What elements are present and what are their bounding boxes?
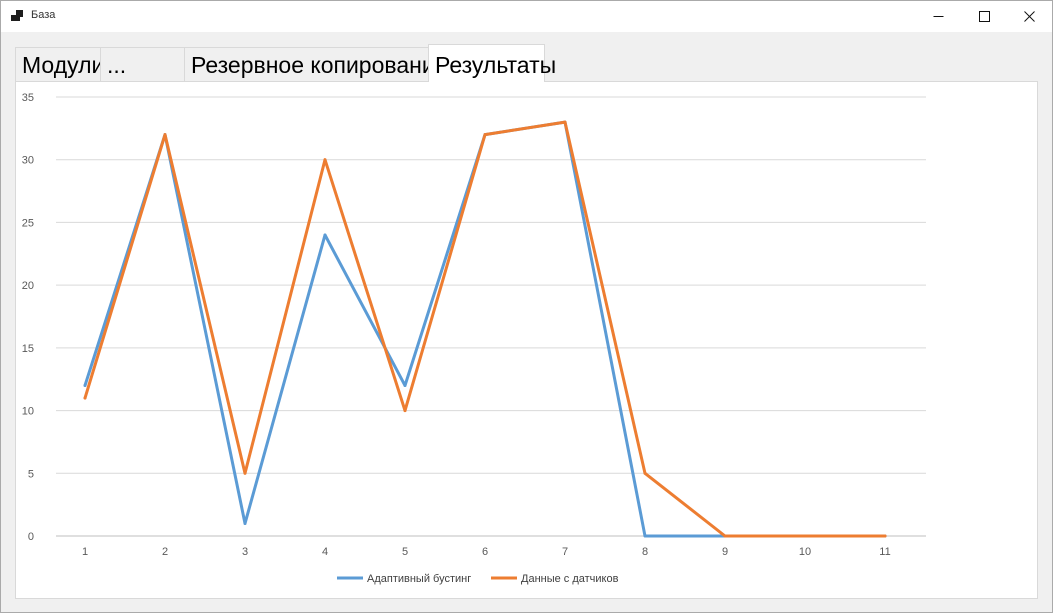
x-tick-label: 5 (402, 546, 408, 558)
x-tick-label: 3 (242, 546, 248, 558)
data-point (883, 534, 887, 538)
close-icon (1023, 11, 1035, 22)
data-point (323, 158, 327, 162)
data-point (643, 534, 647, 538)
x-tick-label: 4 (322, 546, 328, 558)
data-point (323, 233, 327, 237)
data-point (83, 396, 87, 400)
y-tick-label: 20 (22, 280, 34, 292)
minimize-button[interactable] (915, 1, 961, 32)
data-point (243, 521, 247, 525)
y-tick-label: 0 (28, 531, 34, 543)
x-tick-label: 7 (562, 546, 568, 558)
x-tick-label: 2 (162, 546, 168, 558)
data-point (723, 534, 727, 538)
tab-label: ... (107, 52, 127, 78)
y-tick-label: 10 (22, 406, 34, 418)
data-point (403, 409, 407, 413)
x-tick-label: 9 (722, 546, 728, 558)
data-point (803, 534, 807, 538)
tab-label: Результаты (435, 52, 557, 78)
y-tick-label: 35 (22, 92, 34, 104)
x-tick-label: 11 (879, 546, 890, 558)
app-window-icon (11, 10, 25, 22)
x-tick-label: 6 (482, 546, 488, 558)
data-point (563, 120, 567, 124)
maximize-icon (978, 11, 990, 22)
tab-label: Модули (22, 52, 105, 78)
y-tick-label: 30 (22, 155, 34, 167)
y-tick-label: 15 (22, 343, 34, 355)
tab-label: Резервное копирование (191, 52, 448, 78)
tab-backup[interactable]: Резервное копирование (184, 47, 447, 81)
data-point (243, 471, 247, 475)
window-title: База (31, 9, 56, 21)
title-bar[interactable]: База (1, 1, 1052, 32)
data-point (643, 471, 647, 475)
data-point (483, 133, 487, 137)
data-point (83, 383, 87, 387)
x-tick-label: 8 (642, 546, 648, 558)
x-tick-label: 10 (799, 546, 811, 558)
data-point (403, 383, 407, 387)
tab-results[interactable]: Результаты (428, 44, 556, 82)
y-tick-label: 5 (28, 468, 34, 480)
tab-ellipsis[interactable]: ... (100, 47, 185, 81)
close-button[interactable] (1006, 1, 1052, 32)
y-tick-label: 25 (22, 217, 34, 229)
x-tick-label: 1 (82, 546, 88, 558)
data-point (163, 133, 167, 137)
minimize-icon (933, 16, 943, 17)
tab-modules[interactable]: Модули (15, 47, 105, 81)
results-chart: 0 5 10 15 20 25 30 35 1 2 3 4 5 6 7 8 9 10 11 Адаптивный бу… (22, 92, 926, 585)
maximize-button[interactable] (961, 1, 1007, 32)
legend-label: Адаптивный бустинг (367, 573, 471, 585)
legend-label: Данные с датчиков (521, 573, 619, 585)
series-line-1 (83, 120, 887, 538)
results-panel: 0 5 10 15 20 25 30 35 1 2 3 4 5 6 7 8 9 10 11 Адаптивный бу… (15, 81, 1038, 599)
